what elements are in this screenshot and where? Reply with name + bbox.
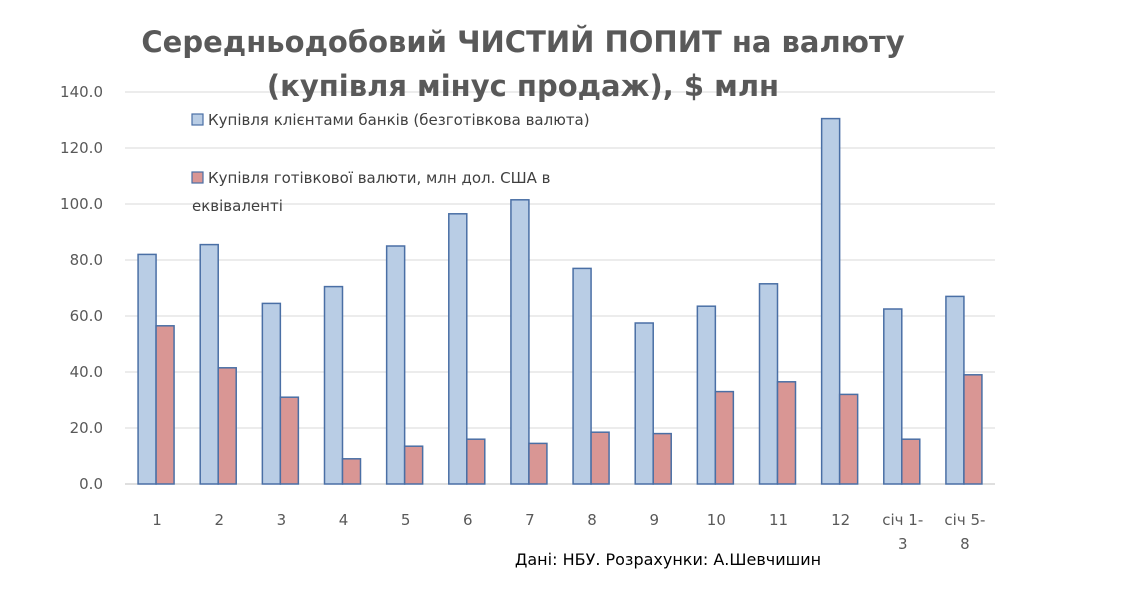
x-tick-label: 4 — [339, 511, 349, 529]
bar-cashless — [820, 117, 841, 485]
bar-cashless — [883, 308, 903, 485]
y-tick-label: 100.0 — [60, 195, 103, 213]
x-tick-label: 3 — [277, 511, 287, 529]
bar-cashless — [385, 245, 406, 485]
bar-cashless — [448, 213, 468, 485]
bar-cashless — [696, 305, 717, 485]
y-tick-label: 80.0 — [70, 251, 103, 269]
bar-cashless — [510, 199, 530, 485]
bar-cash — [963, 374, 983, 485]
bar-cash — [155, 325, 175, 485]
y-tick-label: 60.0 — [70, 307, 103, 325]
bar-cashless — [945, 295, 965, 485]
source-note: Дані: НБУ. Розрахунки: А.Шевчишин — [515, 550, 821, 569]
y-tick-label: 120.0 — [60, 139, 103, 157]
bar-cashless — [137, 253, 157, 485]
chart-title-line-2: (купівля мінус продаж), $ млн — [267, 69, 779, 103]
bar-cash — [776, 381, 797, 485]
chart-title-line-1: Середньодобовий ЧИСТИЙ ПОПИТ на валюту — [141, 25, 904, 59]
x-tick-label: 5 — [401, 511, 411, 529]
x-tick-label: 6 — [463, 511, 473, 529]
x-tick-label: 3 — [898, 535, 908, 553]
legend-swatch-cashless — [191, 113, 204, 126]
y-tick-label: 0.0 — [79, 475, 103, 493]
bar-cash — [279, 396, 300, 485]
gridlines — [125, 91, 995, 485]
bar-cashless — [634, 322, 654, 485]
x-tick-label: 2 — [214, 511, 224, 529]
bar-cash — [217, 367, 237, 485]
x-tick-label: 12 — [831, 511, 850, 529]
x-tick-label: січ 5- — [944, 511, 985, 529]
bar-cash — [652, 432, 672, 485]
x-tick-label: 10 — [707, 511, 726, 529]
x-tick-label: 1 — [152, 511, 162, 529]
bar-cashless — [758, 283, 779, 485]
legend-label-cash: еквіваленті — [192, 197, 283, 215]
x-tick-label: 9 — [649, 511, 659, 529]
x-tick-label: 8 — [587, 511, 597, 529]
legend-label-cash: Купівля готівкової валюти, млн дол. США … — [208, 169, 551, 187]
x-tick-label: 8 — [960, 535, 970, 553]
bar-cash — [466, 438, 486, 485]
y-tick-label: 20.0 — [70, 419, 103, 437]
y-tick-label: 40.0 — [70, 363, 103, 381]
x-tick-label: 7 — [525, 511, 535, 529]
bar-cashless — [199, 243, 219, 485]
bar-cashless — [261, 302, 282, 485]
bar-cash — [590, 431, 610, 485]
bar-cash — [403, 445, 424, 485]
x-tick-label: січ 1- — [882, 511, 923, 529]
legend-label-cashless: Купівля клієнтами банків (безготівкова в… — [208, 111, 590, 129]
bar-cash — [714, 390, 735, 485]
bar-cash — [901, 438, 921, 485]
bar-cashless — [323, 285, 344, 485]
bar-cash — [838, 393, 859, 485]
bar-cash — [341, 458, 362, 485]
legend-swatch-cash — [191, 171, 204, 184]
y-tick-label: 140.0 — [60, 83, 103, 101]
legend: Купівля клієнтами банків (безготівкова в… — [191, 111, 590, 215]
bar-cashless — [572, 267, 592, 485]
x-tick-label: 11 — [769, 511, 788, 529]
bar-cash — [528, 442, 548, 485]
bars — [137, 117, 983, 485]
